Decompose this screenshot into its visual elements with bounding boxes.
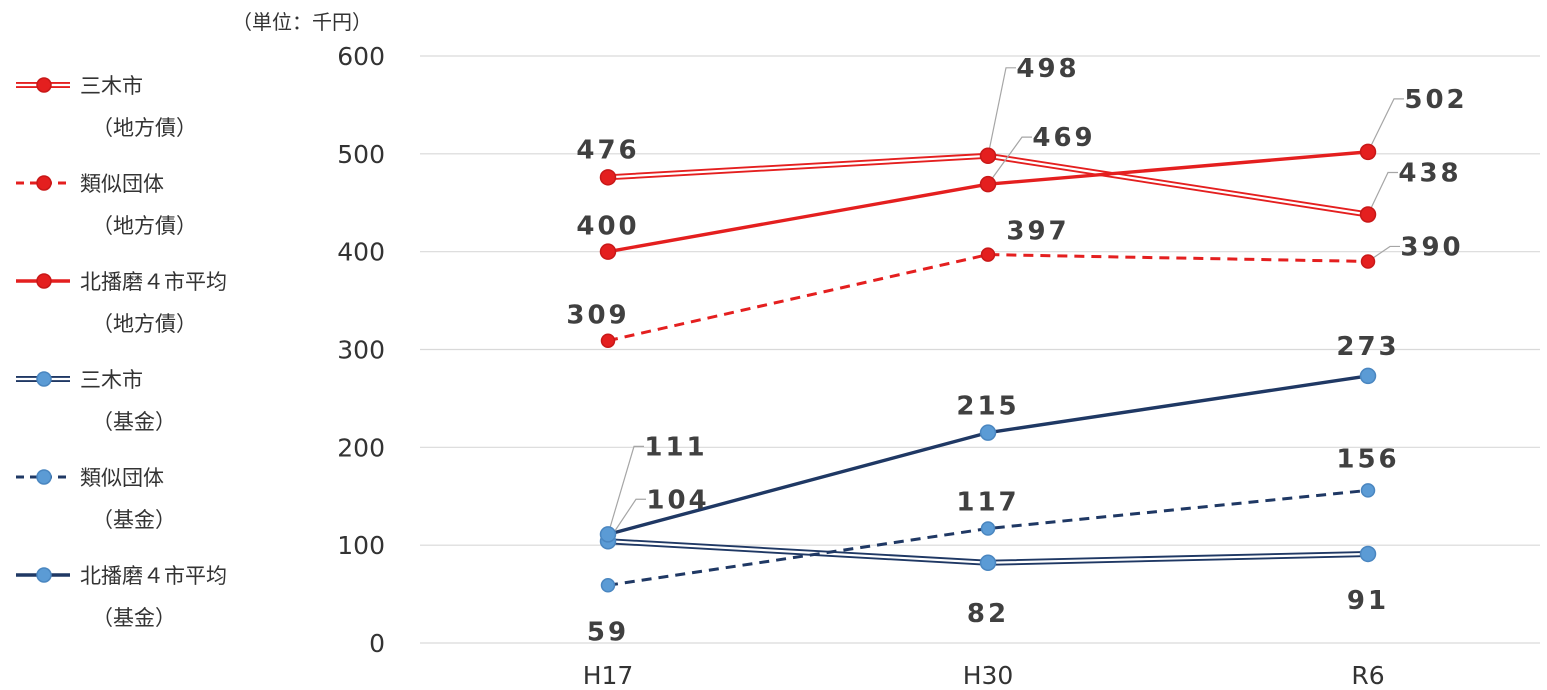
leader-line: [1367, 171, 1398, 215]
leader-line: [1367, 245, 1400, 262]
legend-label: 北播磨４市平均: [80, 270, 227, 294]
legend-marker-icon: [16, 77, 70, 93]
x-axis: H17 H30 R6: [583, 661, 1385, 690]
data-label: 469: [1032, 123, 1095, 153]
data-point: [599, 169, 617, 186]
series-line: [607, 150, 1369, 254]
legend-marker-icon: [16, 273, 70, 289]
y-tick-label: 300: [337, 336, 385, 365]
legend-item: 三木市 （基金）: [10, 360, 270, 450]
data-label: 498: [1016, 54, 1079, 84]
x-tick-label: H30: [963, 661, 1014, 690]
series-lines: [607, 150, 1369, 587]
legend-label: 三木市: [80, 368, 143, 392]
data-label: 82: [967, 599, 1009, 629]
data-point: [979, 554, 997, 572]
legend-marker-icon: [16, 175, 70, 191]
data-point: [979, 175, 997, 193]
data-point: [600, 333, 616, 348]
unit-label: （単位：千円）: [232, 10, 372, 34]
legend-item: 類似団体 （基金）: [10, 458, 270, 548]
data-label: 476: [576, 135, 639, 165]
y-axis: 0 100 200 300 400 500 600: [337, 42, 385, 658]
y-tick-label: 600: [337, 42, 385, 71]
data-label: 117: [956, 488, 1019, 518]
data-point: [979, 147, 997, 165]
data-label: 502: [1404, 85, 1467, 115]
legend-sublabel: （基金）: [92, 606, 176, 630]
y-tick-label: 500: [337, 140, 385, 169]
legend-marker-icon: [16, 567, 70, 583]
x-tick-label: R6: [1351, 661, 1384, 690]
data-point: [1360, 483, 1376, 498]
data-point: [1359, 143, 1377, 161]
y-tick-label: 0: [369, 629, 385, 658]
data-point: [979, 424, 997, 441]
legend-item: 三木市 （地方債）: [10, 66, 270, 156]
data-label: 59: [587, 617, 629, 647]
legend-label: 類似団体: [80, 466, 164, 490]
legend-marker-icon: [16, 371, 70, 387]
data-label: 156: [1336, 444, 1399, 474]
data-labels: 476 498 438 309 397 390 400 469 502 104 82 91 59 117 1…: [566, 54, 1467, 647]
data-label: 397: [1006, 217, 1069, 247]
legend-sublabel: （地方債）: [92, 116, 197, 140]
y-tick-label: 400: [337, 238, 385, 267]
leader-line: [1367, 98, 1404, 153]
legend-item: 類似団体 （地方債）: [10, 164, 270, 254]
data-point: [599, 243, 617, 260]
legend-sublabel: （地方債）: [92, 312, 197, 336]
legend-sublabel: （基金）: [92, 508, 176, 532]
data-point: [1359, 545, 1377, 563]
y-tick-label: 200: [337, 433, 385, 462]
data-label: 309: [566, 301, 629, 331]
data-label: 390: [1400, 232, 1463, 262]
series-line-dashed: [607, 488, 1369, 587]
data-point: [980, 247, 996, 262]
data-point: [600, 578, 616, 593]
leader-line: [607, 445, 644, 535]
series-markers: [599, 143, 1377, 593]
data-point: [1359, 206, 1377, 223]
label-leader-lines: [607, 67, 1404, 542]
y-tick-label: 100: [337, 531, 385, 560]
data-label: 111: [644, 432, 707, 462]
data-point: [599, 526, 617, 543]
legend-label: 類似団体: [80, 172, 164, 196]
data-point: [980, 521, 996, 536]
data-point: [1360, 254, 1376, 269]
series-line-dashed: [607, 253, 1369, 343]
series-line: [607, 253, 1369, 343]
legend-sublabel: （地方債）: [92, 214, 197, 238]
legend-label: 三木市: [80, 74, 143, 98]
legend-sublabel: （基金）: [92, 410, 176, 434]
data-point: [1359, 367, 1377, 385]
legend-marker-icon: [16, 469, 70, 485]
legend-label: 北播磨４市平均: [80, 564, 227, 588]
x-tick-label: H17: [583, 661, 634, 690]
series-line-solid: [607, 150, 1369, 254]
data-label: 215: [956, 392, 1019, 422]
series-line: [607, 488, 1369, 587]
legend-item: 北播磨４市平均 （基金）: [10, 556, 270, 646]
data-label: 91: [1347, 586, 1389, 616]
leader-line: [987, 67, 1016, 156]
data-label: 438: [1398, 158, 1461, 188]
data-label: 400: [576, 212, 639, 242]
data-label: 104: [646, 485, 709, 515]
data-label: 273: [1336, 332, 1399, 362]
leader-line: [987, 136, 1032, 185]
legend-item: 北播磨４市平均 （地方債）: [10, 262, 270, 352]
leader-line: [607, 498, 646, 542]
